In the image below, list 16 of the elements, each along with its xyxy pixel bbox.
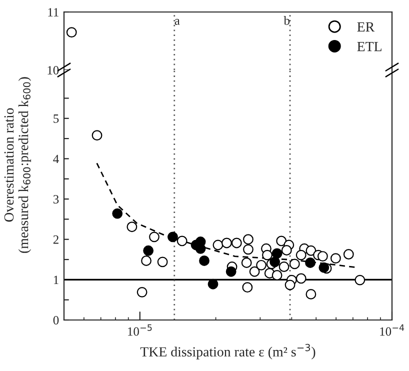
y-tick-label: 3 <box>53 195 59 204</box>
x-tick-label: 10$^{−4}$ <box>380 324 404 336</box>
ref-line-label: b <box>284 16 290 25</box>
y-axis-title: Overestimation ratio (measured k$_{600}$:predicted k$_{600}$) <box>4 77 32 253</box>
ref-line-label: a <box>174 18 180 25</box>
x-axis-title: TKE dissipation rate ε (m² s$^{−3}$) <box>140 344 316 360</box>
y-tick-label: 5 <box>54 114 59 123</box>
y-tick-label: 11 <box>48 8 58 16</box>
legend-label: ETL <box>357 42 382 52</box>
y-tick-label: 1 <box>54 276 58 284</box>
legend-label: ER <box>357 22 375 32</box>
y-tick-label: 4 <box>53 154 59 164</box>
y-tick-label: 0 <box>53 316 59 324</box>
y-tick-label: 2 <box>53 235 58 244</box>
x-tick-label: 10$^{−5}$ <box>128 324 152 336</box>
y-tick-label: 10 <box>48 66 59 74</box>
